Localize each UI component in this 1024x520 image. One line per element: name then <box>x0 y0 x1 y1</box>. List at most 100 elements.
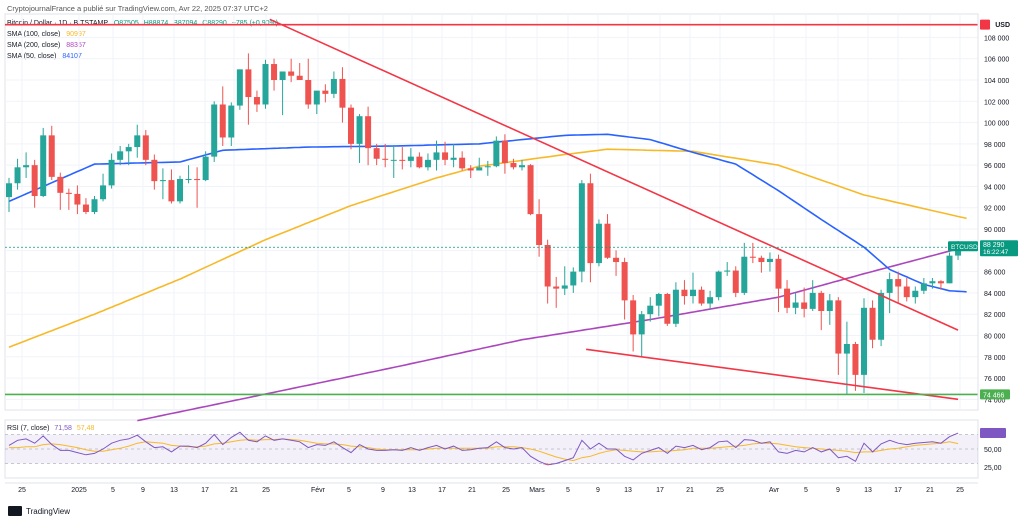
time-tick: Mars <box>529 487 545 494</box>
footer[interactable]: TradingView <box>8 506 70 516</box>
rsi-line <box>8 431 959 466</box>
candle-body <box>886 279 893 293</box>
rsi-ma-line <box>9 438 959 462</box>
sma200-legend[interactable]: SMA (200, close) 88357 <box>7 42 86 49</box>
candle-body <box>48 135 55 177</box>
high-value: H88874 <box>143 20 169 27</box>
time-tick: 2025 <box>71 487 87 494</box>
price-tick: 94 000 <box>984 184 1006 191</box>
candle-body <box>57 176 64 193</box>
price-tick: 98 000 <box>984 142 1006 149</box>
candle-body <box>424 159 431 168</box>
time-tick: 13 <box>864 487 872 494</box>
price-pane-frame <box>4 13 979 411</box>
candle-body <box>647 305 654 315</box>
candle-body <box>732 270 739 293</box>
candle-body <box>861 307 867 375</box>
time-tick: 13 <box>170 487 178 494</box>
candle-body <box>373 148 380 159</box>
sma50-legend[interactable]: SMA (50, close) 84107 <box>7 53 82 60</box>
candle-body <box>416 156 423 168</box>
candle-body <box>878 292 885 340</box>
price-tick: 108 000 <box>984 35 1009 42</box>
candlesticks <box>6 53 962 395</box>
candle-body <box>749 256 756 258</box>
candle-body <box>65 192 72 194</box>
candle-body <box>501 140 508 164</box>
rsi-tick: 25,00 <box>984 465 1002 472</box>
price-tick: 90 000 <box>984 227 1006 234</box>
candle-body <box>279 71 286 80</box>
sma100-label: SMA (100, close) <box>7 31 61 38</box>
candle-body <box>553 286 560 289</box>
candle-body <box>159 180 166 182</box>
candle-body <box>536 214 543 245</box>
candle-body <box>766 258 773 263</box>
time-tick: Avr <box>769 487 780 494</box>
candle-body <box>570 271 577 286</box>
time-tick: 17 <box>438 487 446 494</box>
candle-body <box>835 300 842 354</box>
price-tick: 100 000 <box>984 121 1009 128</box>
candle-body <box>519 165 525 168</box>
currency-label[interactable]: USD <box>995 22 1010 29</box>
candle-body <box>561 285 568 289</box>
candle-body <box>920 283 927 291</box>
candle-body <box>895 279 902 287</box>
candle-body <box>117 151 124 160</box>
price-tick: 92 000 <box>984 206 1006 213</box>
open-value: O87505 <box>113 20 139 27</box>
candle-body <box>775 258 782 289</box>
candle-body <box>698 289 705 304</box>
symbol-title[interactable]: Bitcoin / Dollar · 1D · BITSTAMP <box>7 20 108 27</box>
rsi-tick: 50,00 <box>984 447 1002 454</box>
time-tick: Févr <box>311 487 326 494</box>
price-tick: 106 000 <box>984 57 1009 64</box>
candle-body <box>784 288 791 308</box>
candle-body <box>595 223 602 264</box>
brand-name: TradingView <box>26 506 71 516</box>
candle-body <box>664 293 671 324</box>
candle-body <box>604 223 611 258</box>
sma50-label: SMA (50, close) <box>7 53 57 60</box>
candle-body <box>23 165 30 168</box>
candle-body <box>638 314 645 335</box>
candle-body <box>946 255 953 284</box>
candle-body <box>245 69 252 98</box>
candle-body <box>459 157 466 169</box>
candle-body <box>587 183 594 264</box>
candle-body <box>356 116 363 144</box>
time-tick: 25 <box>18 487 26 494</box>
candle-body <box>493 140 500 167</box>
candle-body <box>399 159 406 161</box>
candle-body <box>382 158 389 160</box>
candle-body <box>236 69 243 106</box>
symbol-legend: Bitcoin / Dollar · 1D · BITSTAMP O87505 … <box>7 20 278 27</box>
candle-body <box>484 166 491 168</box>
upper-trendline <box>269 18 959 331</box>
time-tick: 21 <box>926 487 934 494</box>
candle-body <box>74 193 81 205</box>
last-price-label: 88 290 <box>983 242 1005 249</box>
candle-body <box>655 293 662 306</box>
candle-body <box>801 302 808 309</box>
candle-body <box>809 292 816 309</box>
candle-body <box>724 270 731 272</box>
time-tick: 25 <box>262 487 270 494</box>
sma200-label: SMA (200, close) <box>7 42 61 49</box>
countdown-label: 16:22:47 <box>983 249 1009 256</box>
price-tick: 102 000 <box>984 99 1009 106</box>
support-label: 74 466 <box>983 392 1005 399</box>
rsi-panel: 75,00 50,00 25,00 <box>4 419 1006 479</box>
time-tick: 21 <box>686 487 694 494</box>
sma100-value: 90997 <box>66 31 86 38</box>
candle-body <box>715 271 722 298</box>
candle-body <box>476 167 483 171</box>
candle-body <box>142 135 149 160</box>
candle-body <box>407 156 414 161</box>
rsi-legend[interactable]: RSI (7, close) 71,58 57,48 <box>7 425 94 432</box>
symbol-tag <box>948 241 978 252</box>
sma100-legend[interactable]: SMA (100, close) 90997 <box>7 31 86 38</box>
candle-body <box>6 183 12 198</box>
